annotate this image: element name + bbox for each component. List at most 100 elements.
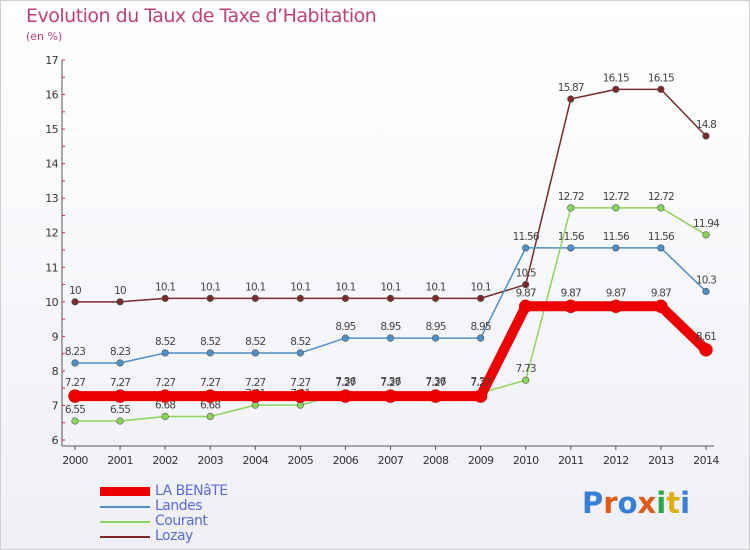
logo-letter: i	[680, 486, 691, 520]
data-label: 8.52	[290, 336, 310, 348]
data-point	[383, 389, 398, 403]
logo-letter: P	[582, 486, 604, 520]
x-tick-label: 2000	[62, 454, 88, 467]
data-label: 8.95	[335, 321, 355, 333]
x-tick-label: 2008	[423, 454, 449, 467]
data-label: 8.52	[245, 336, 265, 348]
y-tick-label: 15	[45, 123, 58, 136]
data-label: 8.95	[380, 321, 400, 333]
logo-letter: r	[603, 486, 618, 520]
data-label: 7.27	[425, 377, 445, 389]
x-tick-label: 2007	[378, 454, 404, 467]
data-point	[428, 389, 443, 403]
data-point	[702, 287, 710, 296]
data-label: 7.27	[200, 377, 220, 389]
y-tick-label: 6	[52, 434, 59, 447]
data-label: 9.87	[606, 287, 626, 299]
data-label: 10.5	[516, 268, 536, 280]
data-point	[431, 334, 440, 342]
data-point	[116, 359, 124, 367]
logo-letter: t	[666, 486, 681, 520]
data-point	[71, 298, 79, 306]
data-label: 7.27	[155, 377, 175, 389]
x-tick-label: 2004	[242, 454, 268, 467]
y-tick-label: 9	[52, 330, 59, 343]
legend-swatch	[100, 506, 150, 508]
logo-letter: o	[617, 486, 638, 520]
y-tick-label: 17	[45, 54, 58, 67]
data-point	[522, 244, 530, 252]
data-point	[293, 389, 308, 403]
data-label: 12.72	[603, 191, 629, 203]
legend-label: Landes	[155, 498, 203, 514]
data-point	[206, 412, 214, 421]
data-label: 10.1	[290, 281, 310, 293]
x-tick-label: 2001	[107, 454, 133, 467]
data-point	[158, 389, 172, 403]
data-label: 12.72	[648, 191, 674, 203]
data-point	[699, 343, 713, 357]
data-label: 7.27	[110, 377, 130, 389]
y-tick-label: 13	[45, 192, 58, 205]
data-point	[338, 389, 353, 403]
y-tick-label: 16	[45, 89, 58, 102]
data-point	[702, 231, 710, 239]
data-point	[116, 417, 124, 425]
data-label: 16.15	[648, 72, 674, 84]
data-point	[518, 299, 533, 314]
data-label: 15.87	[558, 82, 584, 94]
data-point	[296, 349, 304, 357]
data-label: 10.1	[155, 281, 175, 293]
data-point	[71, 417, 79, 425]
data-point	[71, 359, 79, 367]
data-point	[161, 294, 169, 302]
data-label: 9.87	[561, 287, 581, 299]
data-label: 16.15	[603, 72, 629, 84]
data-point	[612, 244, 620, 252]
data-label: 6.68	[155, 400, 175, 412]
data-label: 10.1	[471, 281, 491, 293]
data-label: 10	[69, 285, 81, 297]
data-point	[296, 294, 304, 302]
data-label: 6.55	[110, 404, 130, 416]
data-point	[567, 204, 575, 212]
data-point	[612, 85, 620, 93]
data-label: 10.1	[200, 281, 220, 293]
data-point	[386, 334, 395, 342]
data-label: 6.55	[65, 404, 85, 416]
data-point	[203, 389, 217, 403]
data-point	[567, 244, 575, 252]
logo-letter: x	[637, 486, 657, 520]
data-point	[251, 294, 259, 302]
data-label: 8.23	[110, 346, 130, 358]
data-label: 7.27	[471, 377, 491, 389]
data-point	[564, 299, 578, 314]
data-point	[657, 204, 665, 212]
x-tick-label: 2009	[468, 454, 494, 467]
data-point	[477, 334, 485, 342]
data-point	[654, 299, 668, 314]
x-tick-label: 2014	[693, 454, 719, 467]
data-label: 9.87	[516, 287, 536, 299]
data-point	[251, 349, 259, 357]
data-point	[609, 299, 623, 314]
data-point	[612, 204, 620, 212]
legend-swatch	[100, 536, 150, 538]
data-label: 7.36	[335, 376, 356, 388]
legend-swatch	[100, 521, 150, 523]
data-point	[386, 294, 395, 302]
data-point	[161, 412, 169, 421]
data-label: 10.3	[696, 274, 716, 286]
data-point	[657, 244, 665, 252]
data-point	[206, 349, 214, 357]
data-point	[116, 298, 124, 306]
data-label: 9.87	[651, 287, 671, 299]
legend-swatch	[100, 487, 150, 496]
data-label: 8.95	[471, 321, 491, 333]
data-label: 7.27	[290, 377, 310, 389]
data-point	[567, 95, 575, 103]
x-tick-label: 2012	[603, 454, 629, 467]
data-label: 8.95	[425, 321, 445, 333]
data-label: 14.8	[696, 119, 716, 131]
